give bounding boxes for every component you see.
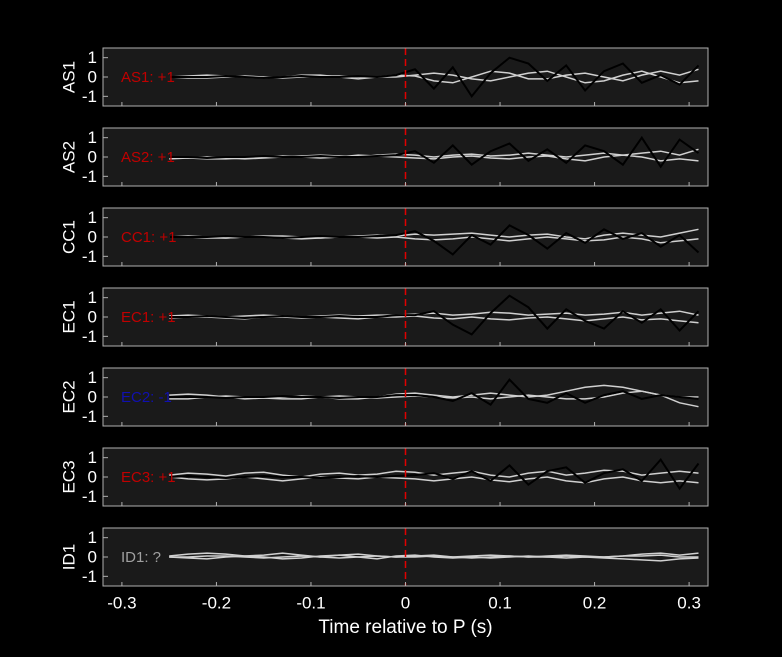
y-tick-label: 0 (88, 547, 97, 566)
waveform (169, 310, 699, 318)
y-tick-label: -1 (82, 247, 97, 266)
y-tick-label: -1 (82, 87, 97, 106)
trace-label: ID1: ? (121, 549, 161, 566)
y-tick-label: 1 (88, 208, 97, 227)
waveform (169, 135, 700, 169)
y-tick-label: -1 (82, 327, 97, 346)
waveform (169, 294, 700, 336)
waveform (169, 148, 699, 160)
waveform (169, 476, 699, 484)
y-axis-label: AS2 (59, 141, 78, 173)
x-tick-label: -0.2 (202, 593, 231, 612)
y-tick-label: 0 (88, 387, 97, 406)
x-tick-label: -0.1 (296, 593, 325, 612)
waveform (169, 457, 700, 491)
y-tick-label: -1 (82, 567, 97, 586)
trace-label: AS1: +1 (121, 69, 175, 86)
waveform (169, 469, 699, 478)
plot-area (169, 288, 700, 346)
waveform (169, 554, 699, 562)
y-tick-label: 1 (88, 128, 97, 147)
trace-label: CC1: +1 (121, 229, 176, 246)
y-tick-label: 0 (88, 467, 97, 486)
y-tick-label: 0 (88, 227, 97, 246)
waveform (169, 56, 700, 98)
x-tick-label: 0.2 (583, 593, 607, 612)
y-tick-label: -1 (82, 487, 97, 506)
y-axis-label: EC2 (59, 380, 78, 413)
y-tick-label: 0 (88, 147, 97, 166)
y-axis-label: EC1 (59, 300, 78, 333)
x-tick-label: 0.3 (677, 593, 701, 612)
x-axis-label: Time relative to P (s) (318, 617, 492, 638)
y-axis-label: EC3 (59, 460, 78, 493)
y-tick-label: 1 (88, 288, 97, 307)
plot-area (169, 528, 699, 586)
trace-label: EC3: +1 (121, 469, 176, 486)
x-tick-label: 0 (401, 593, 410, 612)
plot-area (169, 208, 700, 266)
y-tick-label: 1 (88, 448, 97, 467)
waveform (169, 378, 699, 407)
plot-area (169, 368, 699, 426)
y-tick-label: 1 (88, 528, 97, 547)
trace-label: EC2: -1 (121, 389, 172, 406)
y-tick-label: 1 (88, 368, 97, 387)
y-tick-label: -1 (82, 167, 97, 186)
x-tick-label: 0.1 (488, 593, 512, 612)
x-tick-label: -0.3 (107, 593, 136, 612)
y-tick-label: 1 (88, 48, 97, 67)
waveform (169, 224, 700, 256)
plot-area (169, 128, 700, 186)
plot-area (169, 48, 700, 106)
plot-area (169, 448, 700, 506)
y-tick-label: 0 (88, 67, 97, 86)
trace-label: EC1: +1 (121, 309, 176, 326)
y-axis-label: AS1 (59, 61, 78, 93)
y-tick-label: 0 (88, 307, 97, 326)
waveform (169, 554, 699, 559)
trace-label: AS2: +1 (121, 149, 175, 166)
y-axis-label: CC1 (59, 220, 78, 254)
y-tick-label: -1 (82, 407, 97, 426)
y-axis-label: ID1 (59, 544, 78, 570)
